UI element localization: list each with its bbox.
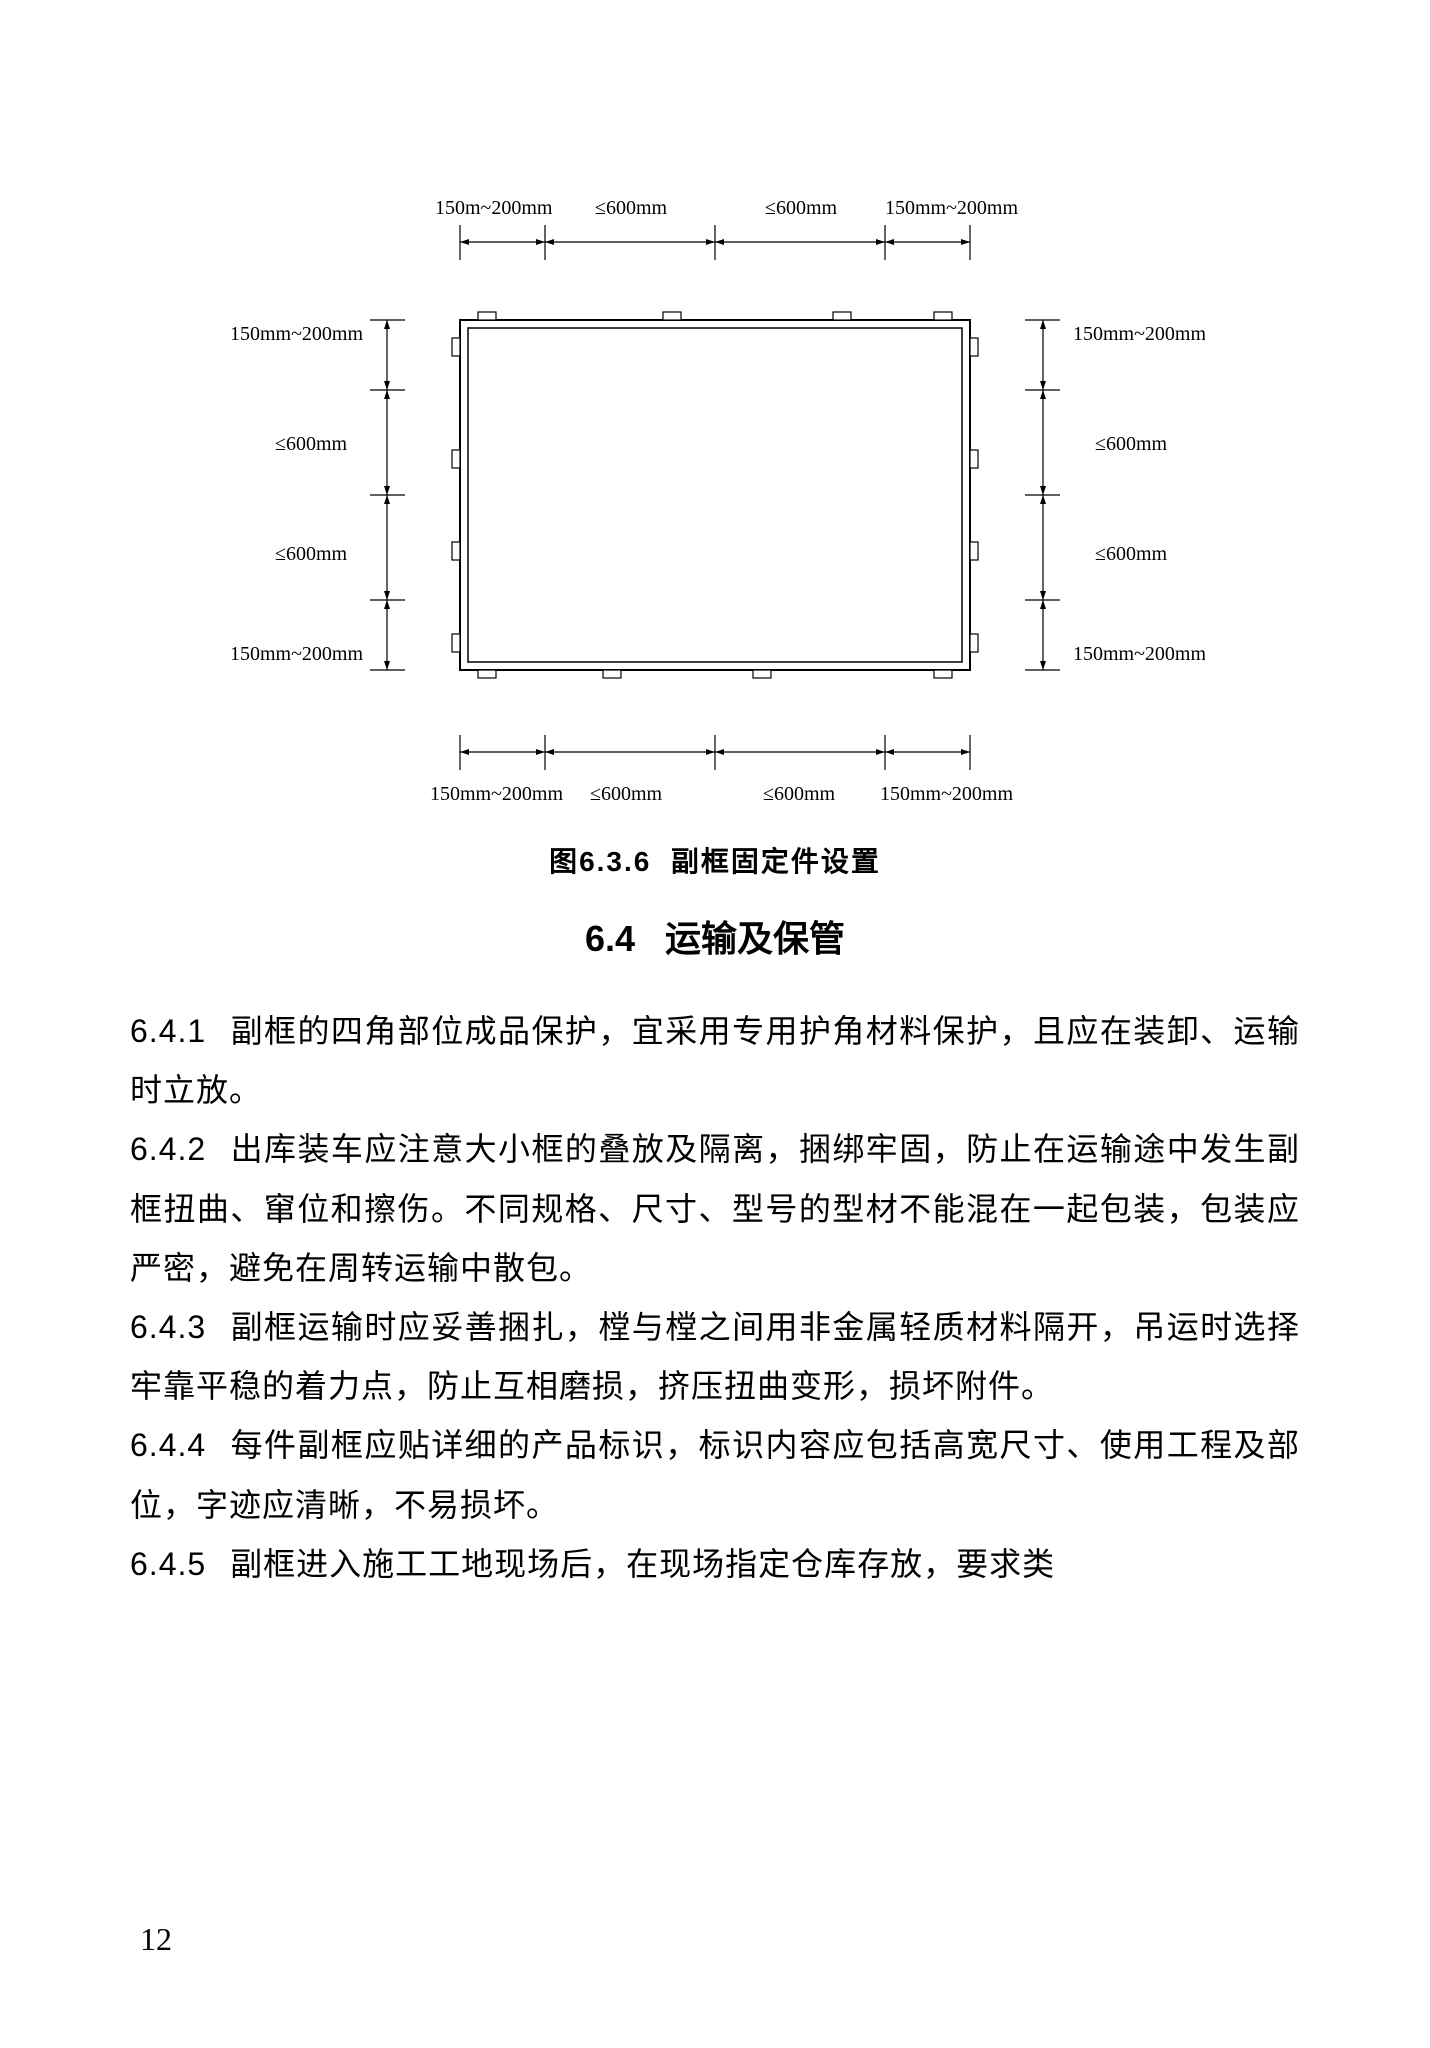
clause-6-4-5: 6.4.5 副框进入施工工地现场后，在现场指定仓库存放，要求类: [130, 1535, 1300, 1594]
figure-caption-text: 副框固定件设置: [671, 846, 881, 877]
dim-label-left-3: ≤600mm: [275, 543, 348, 565]
clause-6-4-2: 6.4.2出库装车应注意大小框的叠放及隔离，捆绑牢固，防止在运输途中发生副框扭曲…: [130, 1120, 1300, 1298]
clause-6-4-3: 6.4.3副框运输时应妥善捆扎，樘与樘之间用非金属轻质材料隔开，吊运时选择牢靠平…: [130, 1298, 1300, 1416]
clause-num: 6.4.3: [130, 1298, 206, 1357]
subframe-fixing-diagram: 150m~200mm ≤600mm ≤600mm 150mm~200mm 150…: [225, 180, 1205, 820]
dim-label-left-4: 150mm~200mm: [230, 643, 363, 665]
clause-num: 6.4.5: [130, 1535, 206, 1594]
dim-label-top-3: ≤600mm: [765, 197, 838, 219]
section-num: 6.4: [585, 918, 635, 960]
dim-label-bot-1: 150mm~200mm: [430, 783, 563, 805]
section-title-text: 运输及保管: [665, 918, 845, 959]
figure-caption: 图6.3.6 副框固定件设置: [130, 840, 1300, 880]
page-number: 12: [140, 1921, 172, 1958]
dim-label-right-3: ≤600mm: [1095, 543, 1168, 565]
clause-text: 每件副框应贴详细的产品标识，标识内容应包括高宽尺寸、使用工程及部位，字迹应清晰，…: [130, 1427, 1300, 1522]
clause-num: 6.4.2: [130, 1120, 206, 1179]
clause-text: 副框运输时应妥善捆扎，樘与樘之间用非金属轻质材料隔开，吊运时选择牢靠平稳的着力点…: [130, 1309, 1300, 1404]
dim-label-bot-4: 150mm~200mm: [880, 783, 1013, 805]
dim-label-bot-3: ≤600mm: [763, 783, 836, 805]
dim-label-right-2: ≤600mm: [1095, 433, 1168, 455]
dim-label-top-4: 150mm~200mm: [885, 197, 1018, 219]
dim-label-left-2: ≤600mm: [275, 433, 348, 455]
dim-label-right-4: 150mm~200mm: [1073, 643, 1205, 665]
dim-label-top-1: 150m~200mm: [435, 197, 553, 219]
clause-text: 出库装车应注意大小框的叠放及隔离，捆绑牢固，防止在运输途中发生副框扭曲、窜位和擦…: [130, 1131, 1300, 1285]
clause-text: 副框的四角部位成品保护，宜采用专用护角材料保护，且应在装卸、运输时立放。: [130, 1013, 1300, 1108]
dim-label-bot-2: ≤600mm: [590, 783, 663, 805]
figure-diagram-area: 150m~200mm ≤600mm ≤600mm 150mm~200mm 150…: [130, 180, 1300, 820]
clause-6-4-1: 6.4.1副框的四角部位成品保护，宜采用专用护角材料保护，且应在装卸、运输时立放…: [130, 1002, 1300, 1120]
dim-label-left-1: 150mm~200mm: [230, 323, 363, 345]
clause-num: 6.4.4: [130, 1416, 206, 1475]
figure-caption-num: 图6.3.6: [549, 846, 651, 877]
dim-label-top-2: ≤600mm: [595, 197, 668, 219]
dim-label-right-1: 150mm~200mm: [1073, 323, 1205, 345]
clause-text: 副框进入施工工地现场后，在现场指定仓库存放，要求类: [230, 1546, 1055, 1582]
clause-num: 6.4.1: [130, 1002, 206, 1061]
section-title: 6.4 运输及保管: [130, 910, 1300, 962]
clause-6-4-4: 6.4.4每件副框应贴详细的产品标识，标识内容应包括高宽尺寸、使用工程及部位，字…: [130, 1416, 1300, 1534]
document-page: 150m~200mm ≤600mm ≤600mm 150mm~200mm 150…: [0, 0, 1430, 2048]
